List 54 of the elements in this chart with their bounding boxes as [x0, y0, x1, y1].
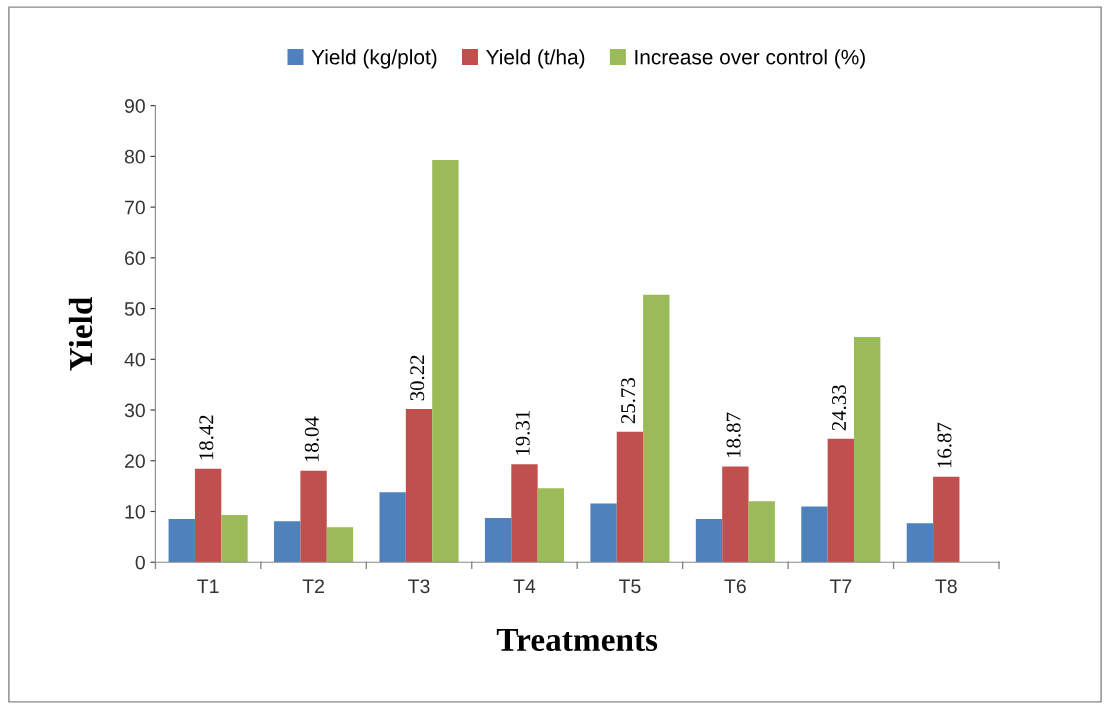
legend-label: Yield (kg/plot) [311, 49, 437, 69]
bar [511, 464, 538, 563]
bar [221, 515, 248, 563]
bar [616, 431, 644, 563]
data-label: 18.04 [304, 416, 319, 462]
bar [695, 519, 723, 563]
data-label: 16.87 [937, 422, 952, 468]
x-tick-label: T2 [302, 579, 324, 593]
data-label: 18.42 [199, 415, 214, 460]
bar [379, 492, 406, 563]
bar [300, 470, 327, 563]
y-tick-label: 30 [124, 403, 145, 418]
y-tick-label: 50 [124, 302, 145, 316]
bar [168, 519, 195, 563]
y-tick-label: 80 [124, 149, 145, 164]
y-tick-label: 60 [125, 251, 145, 266]
bar [722, 466, 749, 563]
y-tick-label: 10 [125, 504, 145, 519]
bar [933, 476, 960, 563]
x-tick-label: T8 [935, 579, 957, 594]
x-tick-label: T7 [829, 579, 852, 593]
bar [326, 527, 354, 563]
bar [801, 506, 828, 563]
bar [194, 468, 222, 563]
y-tick-label: 20 [125, 454, 145, 469]
data-label: 24.33 [832, 385, 847, 431]
bar [906, 523, 934, 563]
bar [274, 521, 301, 563]
x-axis-title: Treatments [496, 628, 658, 652]
bar [405, 408, 433, 563]
bar [484, 518, 512, 563]
bar [537, 488, 565, 563]
bar [827, 438, 855, 563]
data-label: 25.73 [621, 378, 636, 424]
bar [643, 294, 670, 563]
legend-label: Increase over control (%) [635, 49, 865, 69]
x-tick-label: T4 [513, 579, 536, 593]
legend-label: Yield (t/ha) [486, 49, 585, 69]
y-tick-label: 0 [135, 555, 145, 570]
data-label: 30.22 [410, 355, 425, 401]
x-tick-label: T1 [197, 579, 219, 593]
bar [748, 501, 775, 563]
bar [432, 159, 459, 563]
y-tick-label: 40 [124, 352, 145, 367]
y-axis-title: Yield [68, 296, 93, 371]
y-tick-label: 70 [125, 200, 145, 215]
x-tick-label: T3 [408, 579, 430, 594]
x-tick-label: T5 [619, 579, 641, 594]
data-label: 18.87 [726, 412, 741, 458]
bar [590, 503, 617, 563]
data-label: 19.31 [515, 411, 530, 455]
y-tick-label: 90 [124, 99, 145, 113]
bar [854, 336, 881, 563]
x-tick-label: T6 [724, 579, 746, 594]
